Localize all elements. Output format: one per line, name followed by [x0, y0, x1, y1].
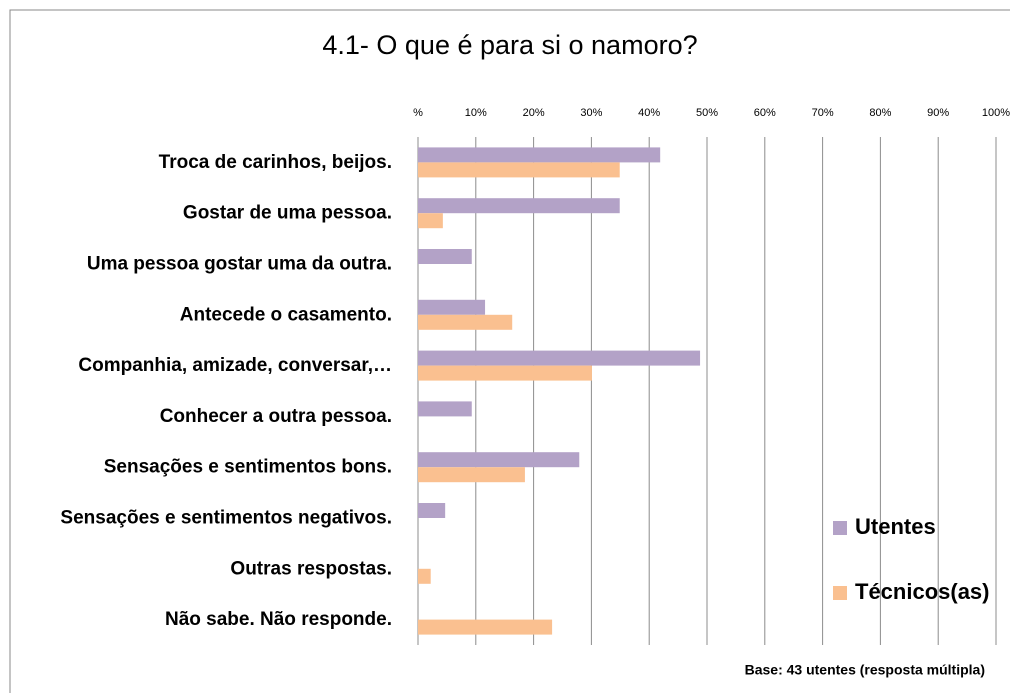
x-tick-label: 90%	[927, 107, 949, 119]
category-label: Não sabe. Não responde.	[165, 609, 392, 630]
x-tick-label: 40%	[638, 107, 660, 119]
bar	[418, 314, 513, 330]
x-tick-label: 20%	[523, 107, 545, 119]
category-label: Companhia, amizade, conversar,…	[78, 355, 392, 376]
bar	[418, 452, 580, 468]
category-label: Antecede o casamento.	[180, 304, 392, 325]
category-label: Troca de carinhos, beijos.	[159, 152, 392, 173]
x-tick-label: 50%	[696, 107, 718, 119]
category-label: Uma pessoa gostar uma da outra.	[87, 254, 392, 275]
x-tick-label: 10%	[465, 107, 487, 119]
bar	[418, 198, 620, 214]
category-label: Sensações e sentimentos bons.	[104, 457, 392, 478]
x-tick-label: %	[413, 107, 423, 119]
x-tick-label: 80%	[869, 107, 891, 119]
bar	[418, 619, 553, 635]
bar	[418, 147, 661, 163]
footnote: Base: 43 utentes (resposta múltipla)	[745, 662, 985, 678]
legend-swatch	[833, 586, 847, 600]
bar	[418, 162, 620, 178]
legend-label: Técnicos(as)	[855, 579, 990, 604]
x-tick-label: 100%	[982, 107, 1010, 119]
x-tick-label: 30%	[580, 107, 602, 119]
bar	[418, 299, 486, 315]
chart-title: 4.1- O que é para si o namoro?	[322, 30, 697, 60]
bar	[418, 503, 446, 518]
category-label: Conhecer a outra pessoa.	[160, 406, 392, 427]
category-label: Outras respostas.	[230, 558, 392, 579]
category-label: Sensações e sentimentos negativos.	[60, 508, 392, 529]
bar	[418, 350, 701, 366]
x-tick-label: 60%	[754, 107, 776, 119]
legend-label: Utentes	[855, 514, 936, 539]
bar	[418, 568, 431, 584]
bar	[418, 213, 443, 229]
bar	[418, 365, 592, 381]
bar	[418, 467, 525, 483]
bar	[418, 249, 472, 264]
x-tick-label: 70%	[812, 107, 834, 119]
category-label: Gostar de uma pessoa.	[183, 203, 392, 224]
bar	[418, 401, 472, 417]
legend-swatch	[833, 521, 847, 535]
